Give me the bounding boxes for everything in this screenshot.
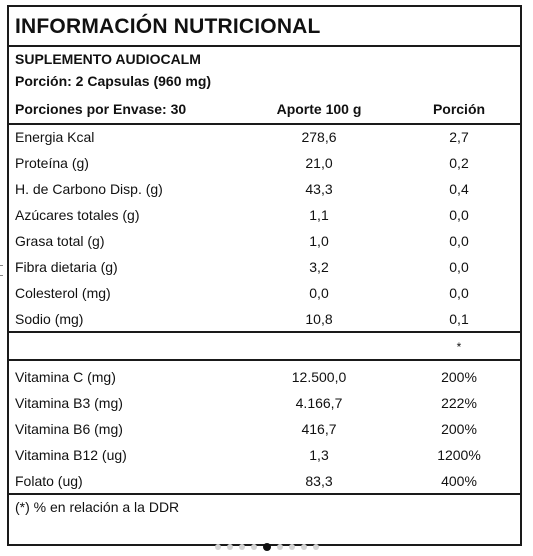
value-per-100g: 278,6 bbox=[301, 129, 337, 145]
nutrient-name: Vitamina C (mg) bbox=[15, 369, 116, 385]
value-per-serving: 0,0 bbox=[449, 233, 469, 249]
carousel-dot[interactable] bbox=[226, 543, 233, 550]
value-per-serving: 0,0 bbox=[449, 285, 469, 301]
value-per-serving: 222% bbox=[441, 395, 477, 411]
value-per-100g: 10,8 bbox=[305, 311, 333, 327]
table-header: Porciones por Envase: 30 Aporte 100 g Po… bbox=[9, 95, 520, 125]
table-row: Folato (ug) 83,3 400% bbox=[9, 469, 520, 495]
value-per-100g: 416,7 bbox=[301, 421, 337, 437]
table-row: Fibra dietaria (g) 3,2 0,0 bbox=[9, 255, 520, 281]
value-per-100g: 1,3 bbox=[309, 447, 329, 463]
value-per-100g: 21,0 bbox=[305, 155, 333, 171]
serving-size: Porción: 2 Capsulas (960 mg) bbox=[15, 73, 212, 89]
nutrient-name: Vitamina B12 (ug) bbox=[15, 447, 127, 463]
value-per-serving: 0,0 bbox=[449, 259, 469, 275]
value-per-100g: 83,3 bbox=[305, 473, 333, 489]
edge-mark bbox=[0, 275, 3, 276]
value-per-serving: 0,1 bbox=[449, 311, 469, 327]
table-row: Vitamina C (mg) 12.500,0 200% bbox=[9, 365, 520, 391]
value-per-100g: 4.166,7 bbox=[295, 395, 343, 411]
table-row: Proteína (g) 21,0 0,2 bbox=[9, 151, 520, 177]
nutrient-name: Vitamina B6 (mg) bbox=[15, 421, 123, 437]
table-row: Energia Kcal 278,6 2,7 bbox=[9, 125, 520, 151]
table-row: Vitamina B3 (mg) 4.166,7 222% bbox=[9, 391, 520, 417]
nutrient-name: Folato (ug) bbox=[15, 473, 83, 489]
nutrient-name: Vitamina B3 (mg) bbox=[15, 395, 123, 411]
carousel-dot[interactable] bbox=[300, 543, 307, 550]
nutrient-name: Energia Kcal bbox=[15, 129, 95, 145]
value-per-100g: 43,3 bbox=[305, 181, 333, 197]
value-per-serving: 400% bbox=[441, 473, 477, 489]
section-divider bbox=[9, 359, 520, 361]
value-per-serving: 1200% bbox=[437, 447, 481, 463]
column-header-porcion: Porción bbox=[432, 101, 486, 117]
nutrient-name: Colesterol (mg) bbox=[15, 285, 111, 301]
value-per-100g: 12.500,0 bbox=[291, 369, 347, 385]
table-row: Vitamina B12 (ug) 1,3 1200% bbox=[9, 443, 520, 469]
table-row: Colesterol (mg) 0,0 0,0 bbox=[9, 281, 520, 307]
value-per-serving: 200% bbox=[441, 421, 477, 437]
section-divider bbox=[9, 493, 520, 495]
value-per-100g: 1,0 bbox=[309, 233, 329, 249]
value-per-serving: 0,0 bbox=[449, 207, 469, 223]
nutrient-name: Proteína (g) bbox=[15, 155, 89, 171]
nutrient-name: Grasa total (g) bbox=[15, 233, 105, 249]
nutrient-name: Azúcares totales (g) bbox=[15, 207, 140, 223]
table-row: H. de Carbono Disp. (g) 43,3 0,4 bbox=[9, 177, 520, 203]
label-title: INFORMACIÓN NUTRICIONAL bbox=[9, 7, 520, 47]
carousel-dot[interactable] bbox=[288, 543, 295, 550]
carousel-dot[interactable] bbox=[214, 543, 221, 550]
value-per-100g: 1,1 bbox=[309, 207, 329, 223]
edge-mark bbox=[0, 265, 3, 266]
nutrition-label: INFORMACIÓN NUTRICIONAL SUPLEMENTO AUDIO… bbox=[7, 5, 522, 546]
carousel-pagination[interactable] bbox=[0, 538, 533, 551]
carousel-dot[interactable] bbox=[238, 543, 245, 550]
table-row: Vitamina B6 (mg) 416,7 200% bbox=[9, 417, 520, 443]
value-per-serving: 0,4 bbox=[449, 181, 469, 197]
table-row: Grasa total (g) 1,0 0,0 bbox=[9, 229, 520, 255]
product-name: SUPLEMENTO AUDIOCALM bbox=[15, 51, 201, 67]
nutrient-name: Sodio (mg) bbox=[15, 311, 84, 327]
carousel-dot[interactable] bbox=[312, 543, 319, 550]
servings-per-container: Porciones por Envase: 30 bbox=[15, 101, 187, 117]
value-per-serving: 0,2 bbox=[449, 155, 469, 171]
value-per-serving: 2,7 bbox=[449, 129, 469, 145]
table-row: Azúcares totales (g) 1,1 0,0 bbox=[9, 203, 520, 229]
carousel-dot[interactable] bbox=[276, 543, 283, 550]
table-row: Sodio (mg) 10,8 0,1 bbox=[9, 307, 520, 333]
nutrient-name: H. de Carbono Disp. (g) bbox=[15, 181, 163, 197]
nutrient-name: Fibra dietaria (g) bbox=[15, 259, 118, 275]
column-header-aporte: Aporte 100 g bbox=[276, 101, 362, 117]
section-divider bbox=[9, 331, 520, 333]
value-per-serving: 200% bbox=[441, 369, 477, 385]
value-per-100g: 0,0 bbox=[309, 285, 329, 301]
value-per-100g: 3,2 bbox=[309, 259, 329, 275]
carousel-dot[interactable] bbox=[250, 543, 257, 550]
carousel-dot[interactable] bbox=[262, 542, 271, 551]
asterisk-marker: * bbox=[456, 340, 462, 354]
footnote: (*) % en relación a la DDR bbox=[15, 499, 180, 515]
